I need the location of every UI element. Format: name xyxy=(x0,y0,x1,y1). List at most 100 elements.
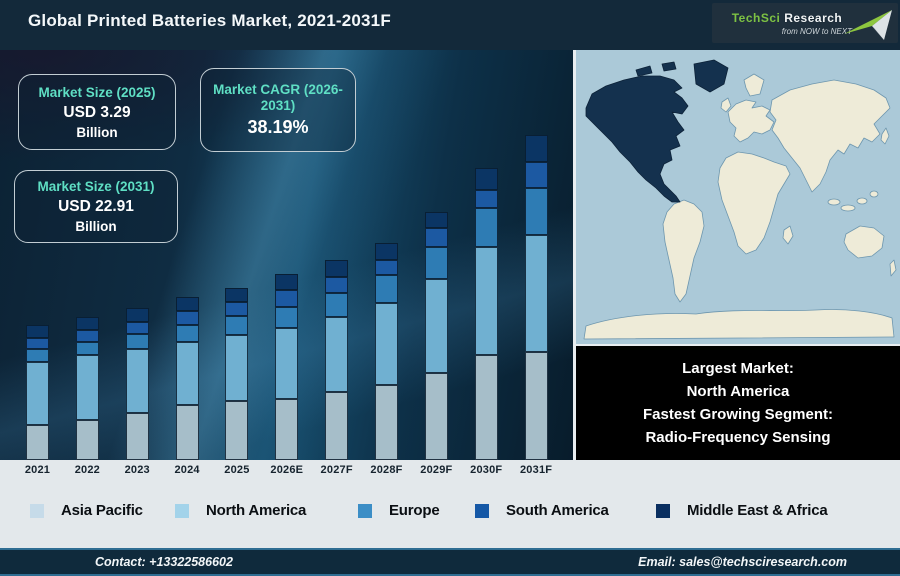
bar-segment xyxy=(225,401,249,460)
bar-segment xyxy=(225,302,249,316)
logo-brand-secondary: Research xyxy=(784,11,843,25)
legend-label: Europe xyxy=(389,502,440,519)
logo-tagline: from NOW to NEXT xyxy=(781,27,852,36)
bar-segment xyxy=(424,228,448,247)
bar-segment xyxy=(375,303,399,385)
bar-segment xyxy=(474,168,498,190)
callout-line: Fastest Growing Segment: xyxy=(642,406,834,423)
stat-unit: Billion xyxy=(75,219,117,234)
techsci-logo: TechSci Research from NOW to NEXT xyxy=(712,3,898,43)
bar-segment xyxy=(125,322,149,334)
legend-label: Middle East & Africa xyxy=(687,502,828,519)
bar-2025 xyxy=(225,288,249,460)
bar-segment xyxy=(474,190,498,208)
chart-legend: Asia Pacific North America Europe South Ame… xyxy=(0,502,900,522)
legend-item: South America xyxy=(475,502,609,519)
bar-2028F xyxy=(375,243,399,460)
stat-box-market-size-2031: Market Size (2031) USD 22.91 Billion xyxy=(14,170,178,243)
bar-2030F xyxy=(474,168,498,460)
right-panel: Largest Market: North America Fastest Gr… xyxy=(573,50,900,460)
bar-2024 xyxy=(175,297,199,460)
bar-segment xyxy=(524,352,548,460)
bar-2029F xyxy=(424,212,448,460)
bar-2022 xyxy=(75,317,99,460)
footer-contact: Contact: +13322586602 xyxy=(95,555,233,569)
bar-segment xyxy=(325,317,349,392)
bar-segment xyxy=(275,274,299,290)
bar-segment xyxy=(75,420,99,460)
chart-panel: Market Size (2025) USD 3.29 Billion Mark… xyxy=(0,50,573,460)
stat-value: 38.19% xyxy=(247,117,309,137)
bar-2026E xyxy=(275,274,299,460)
bar-segment xyxy=(125,308,149,322)
bar-segment xyxy=(225,288,249,302)
header-bar: Global Printed Batteries Market, 2021-20… xyxy=(0,0,900,50)
bar-segment xyxy=(26,325,49,338)
bar-segment xyxy=(26,425,49,460)
legend-swatch xyxy=(475,503,489,518)
axis-label: 2027F xyxy=(320,464,353,476)
bar-segment xyxy=(125,334,149,349)
footer-bar: Contact: +13322586602 Email: sales@techs… xyxy=(0,548,900,576)
legend-item: Asia Pacific xyxy=(30,502,143,519)
bar-segment xyxy=(175,405,199,460)
bar-segment xyxy=(375,243,399,260)
stat-box-market-size-2025: Market Size (2025) USD 3.29 Billion xyxy=(18,74,176,150)
bar-segment xyxy=(275,328,299,399)
bar-2027F xyxy=(325,260,349,460)
legend-swatch xyxy=(30,503,44,518)
axis-label: 2021 xyxy=(24,464,51,476)
bar-segment xyxy=(275,307,299,328)
bar-segment xyxy=(375,275,399,303)
map-highlight-north-america xyxy=(585,59,729,203)
bar-2021 xyxy=(26,325,49,460)
bar-segment xyxy=(325,293,349,317)
bar-segment xyxy=(225,316,249,335)
logo-brand-primary: TechSci xyxy=(731,11,781,25)
legend-label: South America xyxy=(506,502,609,519)
bar-segment xyxy=(424,212,448,228)
bars xyxy=(0,50,573,460)
legend-swatch xyxy=(175,503,189,518)
bar-segment xyxy=(75,330,99,342)
logo-text: TechSci Research from NOW to NEXT xyxy=(722,11,852,36)
bar-segment xyxy=(325,392,349,460)
footer-email: Email: sales@techsciresearch.com xyxy=(638,555,847,569)
legend-label: Asia Pacific xyxy=(61,502,143,519)
axis-label: 2024 xyxy=(174,464,200,476)
bar-segment xyxy=(125,349,149,413)
callout-line: Radio-Frequency Sensing xyxy=(645,429,831,446)
bar-segment xyxy=(175,342,199,405)
world-map xyxy=(576,50,900,344)
axis-label: 2026E xyxy=(270,464,304,476)
stat-label: Market Size (2031) xyxy=(37,179,155,194)
bar-segment xyxy=(424,279,448,373)
bar-segment xyxy=(325,277,349,293)
legend-item: North America xyxy=(175,502,306,519)
stat-label: Market CAGR (2026-2031) xyxy=(213,82,343,113)
bar-segment xyxy=(524,188,548,235)
stat-value: USD 3.29 xyxy=(63,103,131,121)
legend-item: Middle East & Africa xyxy=(656,502,828,519)
axis-strip: 2021 2022 2023 2024 2025 2026E 2027F 2028F 2029F… xyxy=(0,460,900,548)
bar-segment xyxy=(524,162,548,188)
bar-segment xyxy=(225,335,249,401)
stat-label: Market Size (2025) xyxy=(38,84,156,100)
stat-box-market-cagr: Market CAGR (2026-2031) 38.19% xyxy=(200,68,356,152)
axis-label: 2022 xyxy=(74,464,100,476)
bar-segment xyxy=(375,260,399,275)
bar-segment xyxy=(474,355,498,460)
bar-segment xyxy=(424,247,448,279)
legend-swatch xyxy=(358,503,372,518)
paper-plane-arrow-icon xyxy=(844,10,892,40)
bar-segment xyxy=(275,399,299,460)
bar-segment xyxy=(75,342,99,355)
axis-label: 2025 xyxy=(224,464,250,476)
bar-segment xyxy=(524,235,548,352)
callout-line: North America xyxy=(686,383,790,400)
bar-segment xyxy=(474,208,498,247)
bar-segment xyxy=(325,260,349,277)
axis-label: 2023 xyxy=(124,464,150,476)
bar-segment xyxy=(26,338,49,349)
